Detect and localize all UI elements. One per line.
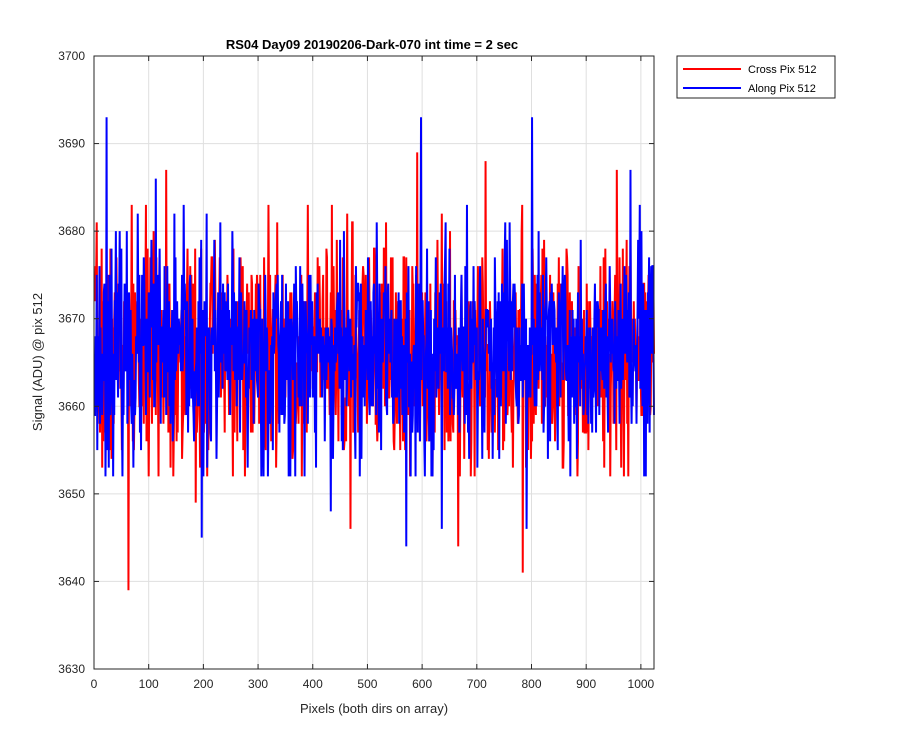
y-axis-title: Signal (ADU) @ pix 512	[30, 293, 45, 431]
x-tick-label: 1000	[628, 677, 655, 691]
y-tick-label: 3680	[58, 224, 85, 238]
legend-box	[676, 55, 836, 99]
x-tick-label: 800	[521, 677, 541, 691]
x-tick-label: 300	[248, 677, 268, 691]
legend-label-cross: Cross Pix 512	[748, 64, 816, 76]
legend-label-along: Along Pix 512	[748, 83, 816, 95]
x-tick-label: 200	[193, 677, 213, 691]
x-axis-title: Pixels (both dirs on array)	[300, 701, 448, 716]
x-tick-label: 400	[303, 677, 323, 691]
legend: Cross Pix 512 Along Pix 512	[676, 55, 836, 99]
x-tick-label: 500	[357, 677, 377, 691]
x-tick-label: 900	[576, 677, 596, 691]
y-tick-label: 3690	[58, 137, 85, 151]
plot-frame	[93, 55, 655, 670]
y-tick-label: 3700	[58, 49, 85, 63]
x-tick-label: 600	[412, 677, 432, 691]
x-tick-label: 100	[139, 677, 159, 691]
y-tick-label: 3650	[58, 487, 85, 501]
y-tick-label: 3660	[58, 399, 85, 413]
x-tick-label: 700	[467, 677, 487, 691]
y-tick-label: 3670	[58, 312, 85, 326]
x-tick-label: 0	[91, 677, 98, 691]
chart-title: RS04 Day09 20190206-Dark-070 int time = …	[226, 37, 518, 52]
series-line-along-pix-512	[94, 117, 655, 547]
series-layer	[93, 117, 655, 591]
y-tick-label: 3630	[58, 662, 85, 676]
y-tick-label: 3640	[58, 574, 85, 588]
axis-ticks: 0 100 200 300 400 500 600 700 800 900 1000 3630 3640…	[58, 49, 654, 691]
